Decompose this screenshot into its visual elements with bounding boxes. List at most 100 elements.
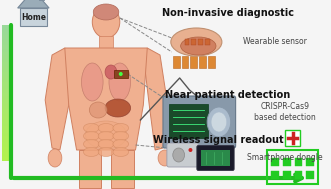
Text: Near patient detection: Near patient detection (165, 90, 290, 100)
Bar (271, 158, 279, 166)
Bar (169, 104, 208, 138)
Bar (2, 113, 11, 117)
Ellipse shape (98, 123, 114, 132)
Bar (2, 130, 11, 133)
Bar (2, 49, 11, 53)
Polygon shape (111, 150, 133, 188)
FancyBboxPatch shape (167, 143, 198, 167)
Bar (283, 158, 291, 166)
Text: Smartphone dongle: Smartphone dongle (247, 153, 322, 163)
Bar (2, 92, 11, 96)
Bar (2, 79, 11, 83)
Ellipse shape (173, 148, 185, 162)
Bar (2, 146, 11, 150)
Polygon shape (65, 48, 147, 150)
Text: Non-invasive diagnostic: Non-invasive diagnostic (162, 8, 294, 18)
Ellipse shape (83, 139, 99, 149)
FancyBboxPatch shape (197, 146, 234, 170)
Ellipse shape (211, 112, 227, 132)
Bar (2, 69, 11, 73)
Ellipse shape (48, 149, 62, 167)
Bar (267, 150, 318, 184)
Ellipse shape (83, 147, 99, 156)
Text: CRISPR-Cas9
based detection: CRISPR-Cas9 based detection (254, 102, 315, 122)
Bar (295, 158, 303, 166)
Bar (173, 56, 180, 68)
Bar (2, 157, 11, 160)
Bar (20, 8, 47, 26)
Ellipse shape (105, 99, 130, 117)
Text: Wireless signal readout: Wireless signal readout (153, 135, 283, 145)
Bar (198, 39, 203, 45)
Bar (271, 171, 279, 179)
Bar (201, 150, 230, 166)
Bar (2, 89, 11, 93)
Ellipse shape (207, 107, 231, 137)
Polygon shape (143, 48, 167, 150)
Text: Wearable sensor: Wearable sensor (243, 37, 307, 46)
Polygon shape (78, 150, 101, 188)
Bar (191, 39, 196, 45)
Bar (2, 82, 11, 86)
Bar (285, 130, 301, 146)
Bar (2, 52, 11, 56)
Bar (2, 42, 11, 46)
Ellipse shape (81, 63, 103, 101)
Bar (2, 133, 11, 137)
Bar (182, 56, 188, 68)
Ellipse shape (188, 148, 192, 152)
Bar (2, 66, 11, 69)
Bar (2, 62, 11, 66)
Ellipse shape (113, 132, 129, 140)
Ellipse shape (113, 147, 129, 156)
Ellipse shape (92, 6, 120, 38)
Bar (2, 86, 11, 90)
Ellipse shape (98, 132, 114, 140)
Bar (2, 140, 11, 144)
Bar (2, 153, 11, 157)
Bar (199, 56, 206, 68)
Ellipse shape (171, 28, 222, 56)
Ellipse shape (113, 139, 129, 149)
Bar (205, 39, 210, 45)
Bar (2, 25, 11, 29)
Bar (2, 106, 11, 110)
Ellipse shape (181, 37, 216, 55)
Bar (2, 103, 11, 106)
Bar (2, 59, 11, 63)
Bar (2, 109, 11, 113)
Bar (2, 123, 11, 127)
Bar (283, 171, 291, 179)
Text: Home: Home (21, 12, 46, 22)
Bar (2, 39, 11, 42)
Bar (2, 28, 11, 32)
Bar (2, 96, 11, 100)
Bar (114, 70, 128, 78)
Bar (2, 32, 11, 36)
Polygon shape (45, 48, 69, 150)
Bar (2, 116, 11, 120)
Bar (208, 56, 215, 68)
Bar (2, 119, 11, 123)
Ellipse shape (109, 63, 130, 101)
Ellipse shape (113, 123, 129, 132)
Bar (306, 171, 314, 179)
Bar (2, 45, 11, 49)
Bar (2, 126, 11, 130)
Bar (2, 76, 11, 80)
Ellipse shape (89, 102, 107, 118)
Ellipse shape (98, 139, 114, 149)
Bar (185, 39, 189, 45)
Ellipse shape (85, 121, 127, 149)
Bar (2, 72, 11, 76)
Bar (2, 143, 11, 147)
Bar (2, 136, 11, 140)
Ellipse shape (158, 150, 172, 166)
Bar (99, 36, 113, 48)
Ellipse shape (93, 4, 119, 20)
Ellipse shape (105, 65, 117, 79)
Bar (2, 55, 11, 59)
Ellipse shape (83, 123, 99, 132)
Bar (190, 56, 197, 68)
Polygon shape (18, 0, 49, 8)
